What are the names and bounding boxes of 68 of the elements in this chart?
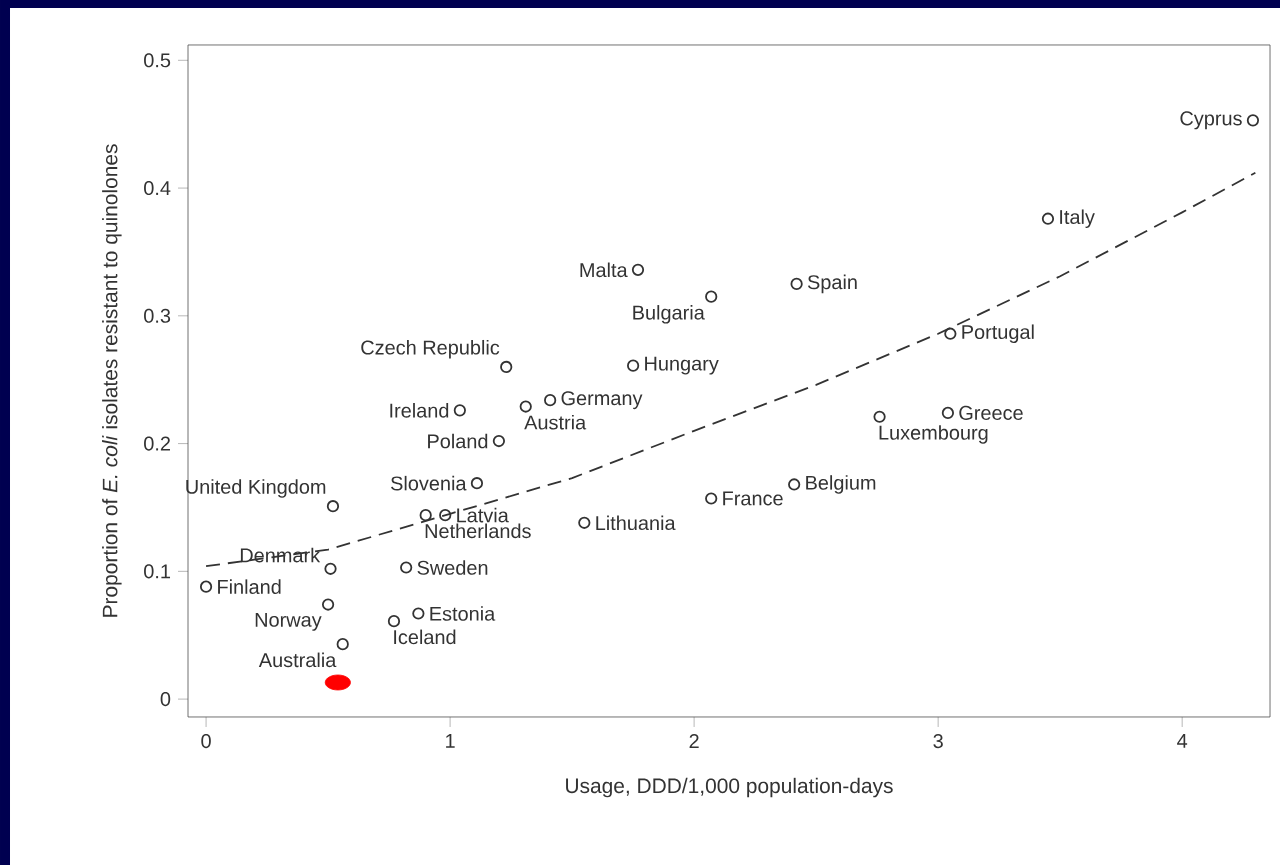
annotation: Czech Republic xyxy=(361,339,500,359)
annotation: Ireland xyxy=(390,403,449,418)
point xyxy=(439,509,452,522)
y-tick-label: 0.4 xyxy=(144,181,171,196)
x-tick-label: 2 xyxy=(689,734,699,748)
point xyxy=(578,516,591,529)
point xyxy=(400,561,413,574)
point xyxy=(500,360,513,374)
annotation: Bulgaria xyxy=(633,305,705,324)
y-tick-label: 0.3 xyxy=(144,308,171,323)
point xyxy=(790,277,803,290)
x-tick-label: 0 xyxy=(201,734,211,749)
point xyxy=(1041,212,1055,225)
annotation: United Kingdom xyxy=(186,479,326,498)
point xyxy=(941,406,955,420)
point xyxy=(453,404,466,417)
annotation: Australia xyxy=(258,652,337,668)
point xyxy=(336,638,349,651)
point xyxy=(788,478,801,491)
annotation: Italy xyxy=(1060,209,1095,228)
point xyxy=(419,509,432,522)
point xyxy=(470,477,484,490)
annotation: Sweden xyxy=(417,560,488,575)
x-tick-label: 4 xyxy=(1177,734,1188,748)
point xyxy=(631,263,645,276)
annotation: Spain xyxy=(807,274,857,294)
y-tick-label: 0.2 xyxy=(144,436,170,451)
x-tick-label: 1 xyxy=(446,734,455,748)
point xyxy=(705,492,718,505)
annotation: Luxembourg xyxy=(879,425,988,444)
annotation: Belgium xyxy=(806,475,876,494)
point xyxy=(705,290,718,303)
point xyxy=(944,327,957,340)
point xyxy=(324,562,337,575)
y-tick-label: 0.1 xyxy=(144,564,171,579)
point xyxy=(387,615,401,628)
point xyxy=(321,598,335,611)
y-tick-label: 0.5 xyxy=(144,53,171,68)
point xyxy=(519,400,532,413)
annotation: Poland xyxy=(428,433,488,449)
point xyxy=(412,607,425,620)
y-axis-title: Proportion of E. coli isolates resistant to quinolones xyxy=(102,144,122,617)
annotation: Slovenia xyxy=(391,475,467,491)
annotation: Netherlands xyxy=(425,523,531,539)
point xyxy=(627,359,640,372)
point xyxy=(199,580,213,593)
annotation: Portugal xyxy=(962,324,1034,343)
annotation: Hungary xyxy=(645,356,719,375)
point xyxy=(873,410,886,423)
annotation: France xyxy=(723,491,783,506)
annotation: Germany xyxy=(561,391,643,410)
point xyxy=(492,434,505,448)
annotation: Latvia xyxy=(457,507,509,523)
annotation: Iceland xyxy=(394,629,456,645)
point xyxy=(544,394,557,407)
y-tick-label: 0 xyxy=(160,692,171,707)
x-axis-title: Usage, DDD/1,000 population-days xyxy=(566,777,893,798)
annotation: Cyprus xyxy=(1180,111,1242,130)
annotation: Estonia xyxy=(430,606,496,621)
annotation: Finland xyxy=(218,579,281,594)
x-tick-label: 3 xyxy=(933,734,943,749)
annotation: Norway xyxy=(255,612,322,631)
annotation: Lithuania xyxy=(596,515,676,531)
point xyxy=(326,500,340,513)
point xyxy=(1246,114,1260,127)
annotation: Malta xyxy=(580,262,628,278)
annotation: Austria xyxy=(524,414,587,430)
annotation: Greece xyxy=(959,405,1023,420)
